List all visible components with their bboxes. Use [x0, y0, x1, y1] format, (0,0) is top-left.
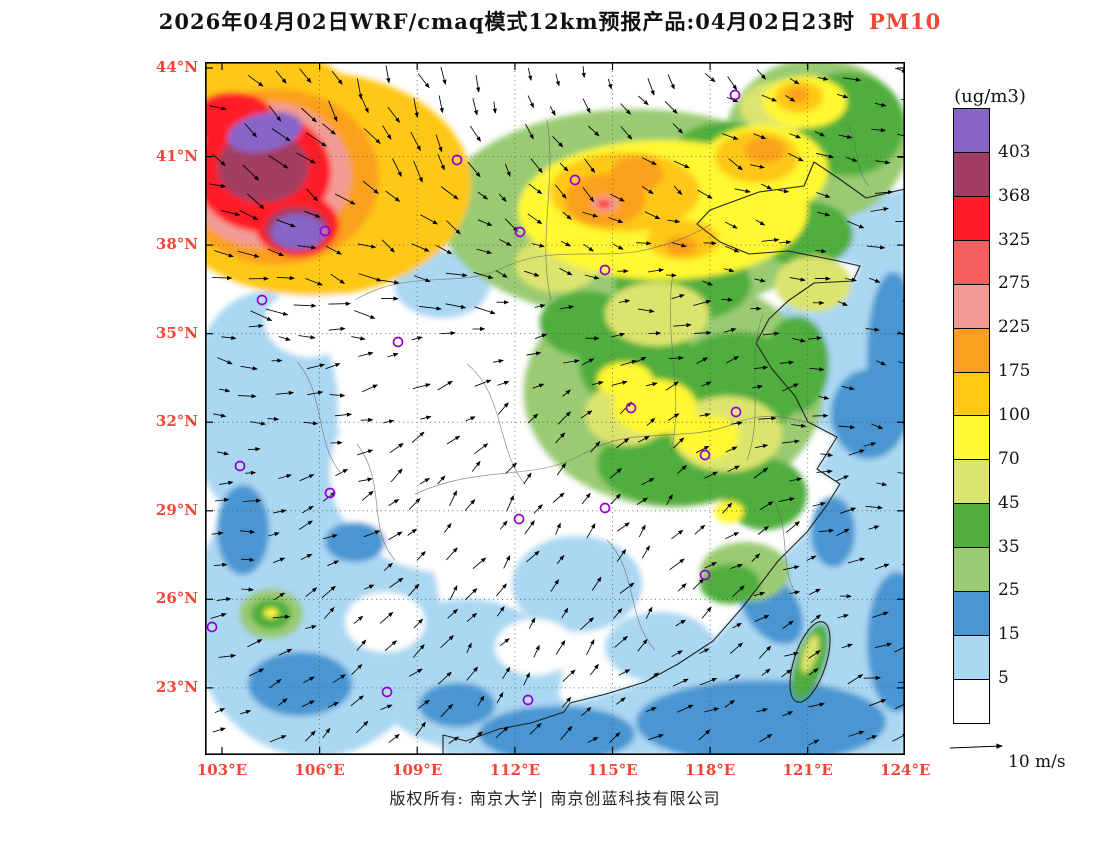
station-marker [381, 686, 393, 698]
wind-vector-layer [209, 65, 905, 746]
colorbar-segment [954, 548, 989, 593]
station-marker [514, 226, 526, 238]
lat-tick-label: 41°N [155, 146, 198, 165]
station-marker [392, 336, 404, 348]
colorbar-segment [954, 372, 989, 417]
colorbar-level-label: 25 [998, 580, 1020, 601]
colorbar-level-label: 325 [998, 229, 1031, 250]
colorbar-unit-label: (ug/m3) [954, 86, 1026, 107]
title-main: 2026年04月02日WRF/cmaq模式12km预报产品:04月02日23时 [158, 9, 855, 34]
station-marker [319, 225, 331, 237]
lat-tick-label: 44°N [155, 58, 198, 76]
lat-tick-label: 38°N [155, 235, 198, 254]
lon-tick-label: 118°E [684, 761, 736, 779]
colorbar-level-label: 15 [998, 624, 1020, 645]
station-marker [234, 460, 246, 472]
lon-tick-label: 103°E [196, 761, 248, 779]
station-marker-layer [206, 89, 742, 706]
lat-tick-label: 23°N [155, 677, 198, 696]
station-marker [699, 569, 711, 581]
colorbar-level-label: 100 [998, 405, 1031, 425]
colorbar-level-label: 403 [998, 141, 1031, 162]
colorbar-level-label: 45 [998, 492, 1020, 513]
lat-tick-label: 35°N [155, 323, 198, 342]
lat-tick-label: 26°N [155, 589, 198, 608]
lat-tick-label: 32°N [155, 412, 198, 431]
station-marker [599, 502, 611, 514]
lon-tick-label: 115°E [587, 761, 638, 779]
wind-reference-label: 10 m/s [1008, 752, 1066, 772]
station-marker [599, 264, 611, 276]
colorbar-level-label: 225 [998, 317, 1031, 338]
page-title: 2026年04月02日WRF/cmaq模式12km预报产品:04月02日23时 P… [0, 6, 1100, 36]
lon-tick-label: 106°E [294, 761, 345, 779]
lon-tick-label: 112°E [489, 761, 541, 779]
colorbar-segment [954, 240, 989, 285]
map-frame [205, 62, 905, 755]
station-marker [569, 174, 581, 186]
station-marker [324, 487, 336, 499]
colorbar-level-label: 275 [998, 273, 1031, 294]
colorbar-level-label: 35 [998, 536, 1020, 557]
colorbar-segment [954, 109, 989, 153]
colorbar-level-label: 70 [998, 448, 1020, 469]
lon-tick-label: 121°E [782, 761, 833, 779]
station-marker [256, 294, 268, 306]
title-pollutant: PM10 [868, 9, 942, 34]
graticule-layer [205, 62, 905, 755]
wind-reference-arrow [949, 743, 1003, 749]
colorbar-segment [954, 636, 989, 680]
colorbar-segment [954, 592, 989, 637]
colorbar [953, 108, 990, 724]
station-marker [522, 694, 534, 706]
pm10-fill-layer [205, 62, 905, 755]
lon-tick-label: 109°E [392, 761, 443, 779]
lat-tick-label: 29°N [155, 500, 198, 519]
lon-tick-label: 124°E [880, 761, 931, 779]
colorbar-level-label: 368 [998, 185, 1031, 206]
station-marker [699, 449, 711, 461]
colorbar-segment [954, 152, 989, 197]
colorbar-segment [954, 328, 989, 373]
station-marker [206, 621, 218, 633]
colorbar-level-label: 5 [998, 668, 1009, 689]
station-marker [625, 402, 637, 414]
colorbar-segment [954, 460, 989, 505]
colorbar-segment [954, 679, 989, 723]
colorbar-segment [954, 416, 989, 461]
colorbar-level-label: 175 [998, 361, 1031, 382]
colorbar-segment [954, 284, 989, 329]
station-marker [730, 406, 742, 418]
station-marker [729, 89, 741, 101]
copyright-footer: 版权所有: 南京大学| 南京创蓝科技有限公司 [389, 789, 721, 808]
station-marker [513, 513, 525, 525]
forecast-map [205, 62, 905, 755]
colorbar-segment [954, 504, 989, 549]
forecast-map-panel [205, 62, 905, 755]
station-marker [451, 154, 463, 166]
colorbar-segment [954, 196, 989, 241]
